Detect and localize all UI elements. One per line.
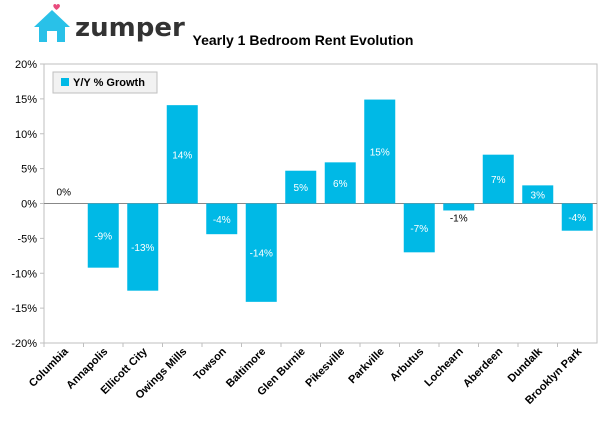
bar-series bbox=[87, 99, 593, 302]
bar-value-label: -7% bbox=[410, 224, 428, 235]
bar-value-label: -9% bbox=[94, 232, 112, 243]
y-tick-label: -5% bbox=[17, 233, 37, 245]
bar bbox=[206, 203, 238, 235]
bar-value-label: 5% bbox=[294, 183, 309, 194]
x-tick-label: Towson bbox=[192, 345, 229, 382]
x-tick-label: Arbutus bbox=[388, 346, 426, 384]
chart-title: Yearly 1 Bedroom Rent Evolution bbox=[193, 32, 414, 48]
legend-label: Y/Y % Growth bbox=[73, 77, 145, 89]
bar-value-label: -14% bbox=[250, 249, 273, 260]
zumper-logo: zumper bbox=[34, 4, 185, 43]
bar bbox=[87, 203, 119, 268]
bar-value-label: 3% bbox=[531, 190, 546, 201]
y-tick-label: 5% bbox=[21, 164, 37, 176]
bar bbox=[285, 170, 317, 204]
bar bbox=[324, 162, 356, 204]
y-axis: -20% -15% -10% -5% 0% 5% 10% 15% 20% bbox=[11, 59, 44, 350]
x-tick-label: Lochearn bbox=[422, 345, 466, 389]
y-tick-label: -15% bbox=[11, 303, 37, 315]
bar-value-label: -13% bbox=[131, 243, 154, 254]
y-tick-label: 20% bbox=[15, 59, 37, 71]
bar bbox=[443, 203, 475, 211]
bar-value-label: -4% bbox=[568, 213, 586, 224]
legend-box bbox=[52, 71, 158, 94]
bar-value-label: 14% bbox=[172, 150, 192, 161]
bar-value-label: 0% bbox=[57, 188, 72, 199]
x-tick-label: Parkville bbox=[346, 346, 386, 386]
bar bbox=[127, 203, 159, 291]
bar bbox=[364, 99, 396, 204]
legend: Y/Y % Growth bbox=[52, 71, 158, 94]
x-tick-label: Dundalk bbox=[506, 345, 546, 385]
y-tick-label: -20% bbox=[11, 338, 37, 350]
bar-value-label: 15% bbox=[370, 148, 390, 159]
bar-value-labels: 0% -9% -13% 14% -4% -14% 5% 6% 15% -7% -1% 7% 3% -4% bbox=[57, 148, 587, 260]
bar bbox=[522, 185, 554, 204]
bar bbox=[245, 203, 277, 302]
y-tick-label: 10% bbox=[15, 129, 37, 141]
x-tick-label: Aberdeen bbox=[461, 345, 506, 390]
bar-value-label: 6% bbox=[333, 179, 348, 190]
legend-swatch bbox=[61, 78, 69, 86]
x-tick-label: Pikesville bbox=[303, 346, 347, 390]
house-icon bbox=[34, 10, 70, 42]
y-tick-label: 0% bbox=[21, 199, 37, 211]
y-tick-label: -10% bbox=[11, 268, 37, 280]
logo-wordmark: zumper bbox=[75, 13, 185, 43]
bar-value-label: -1% bbox=[450, 214, 468, 225]
y-tick-label: 15% bbox=[15, 94, 37, 106]
heart-icon bbox=[53, 4, 60, 10]
bar bbox=[166, 105, 198, 204]
bar bbox=[561, 203, 593, 231]
bar bbox=[403, 203, 435, 253]
bar-value-label: 7% bbox=[491, 175, 506, 186]
bar-value-label: -4% bbox=[213, 215, 231, 226]
bar bbox=[482, 154, 514, 204]
